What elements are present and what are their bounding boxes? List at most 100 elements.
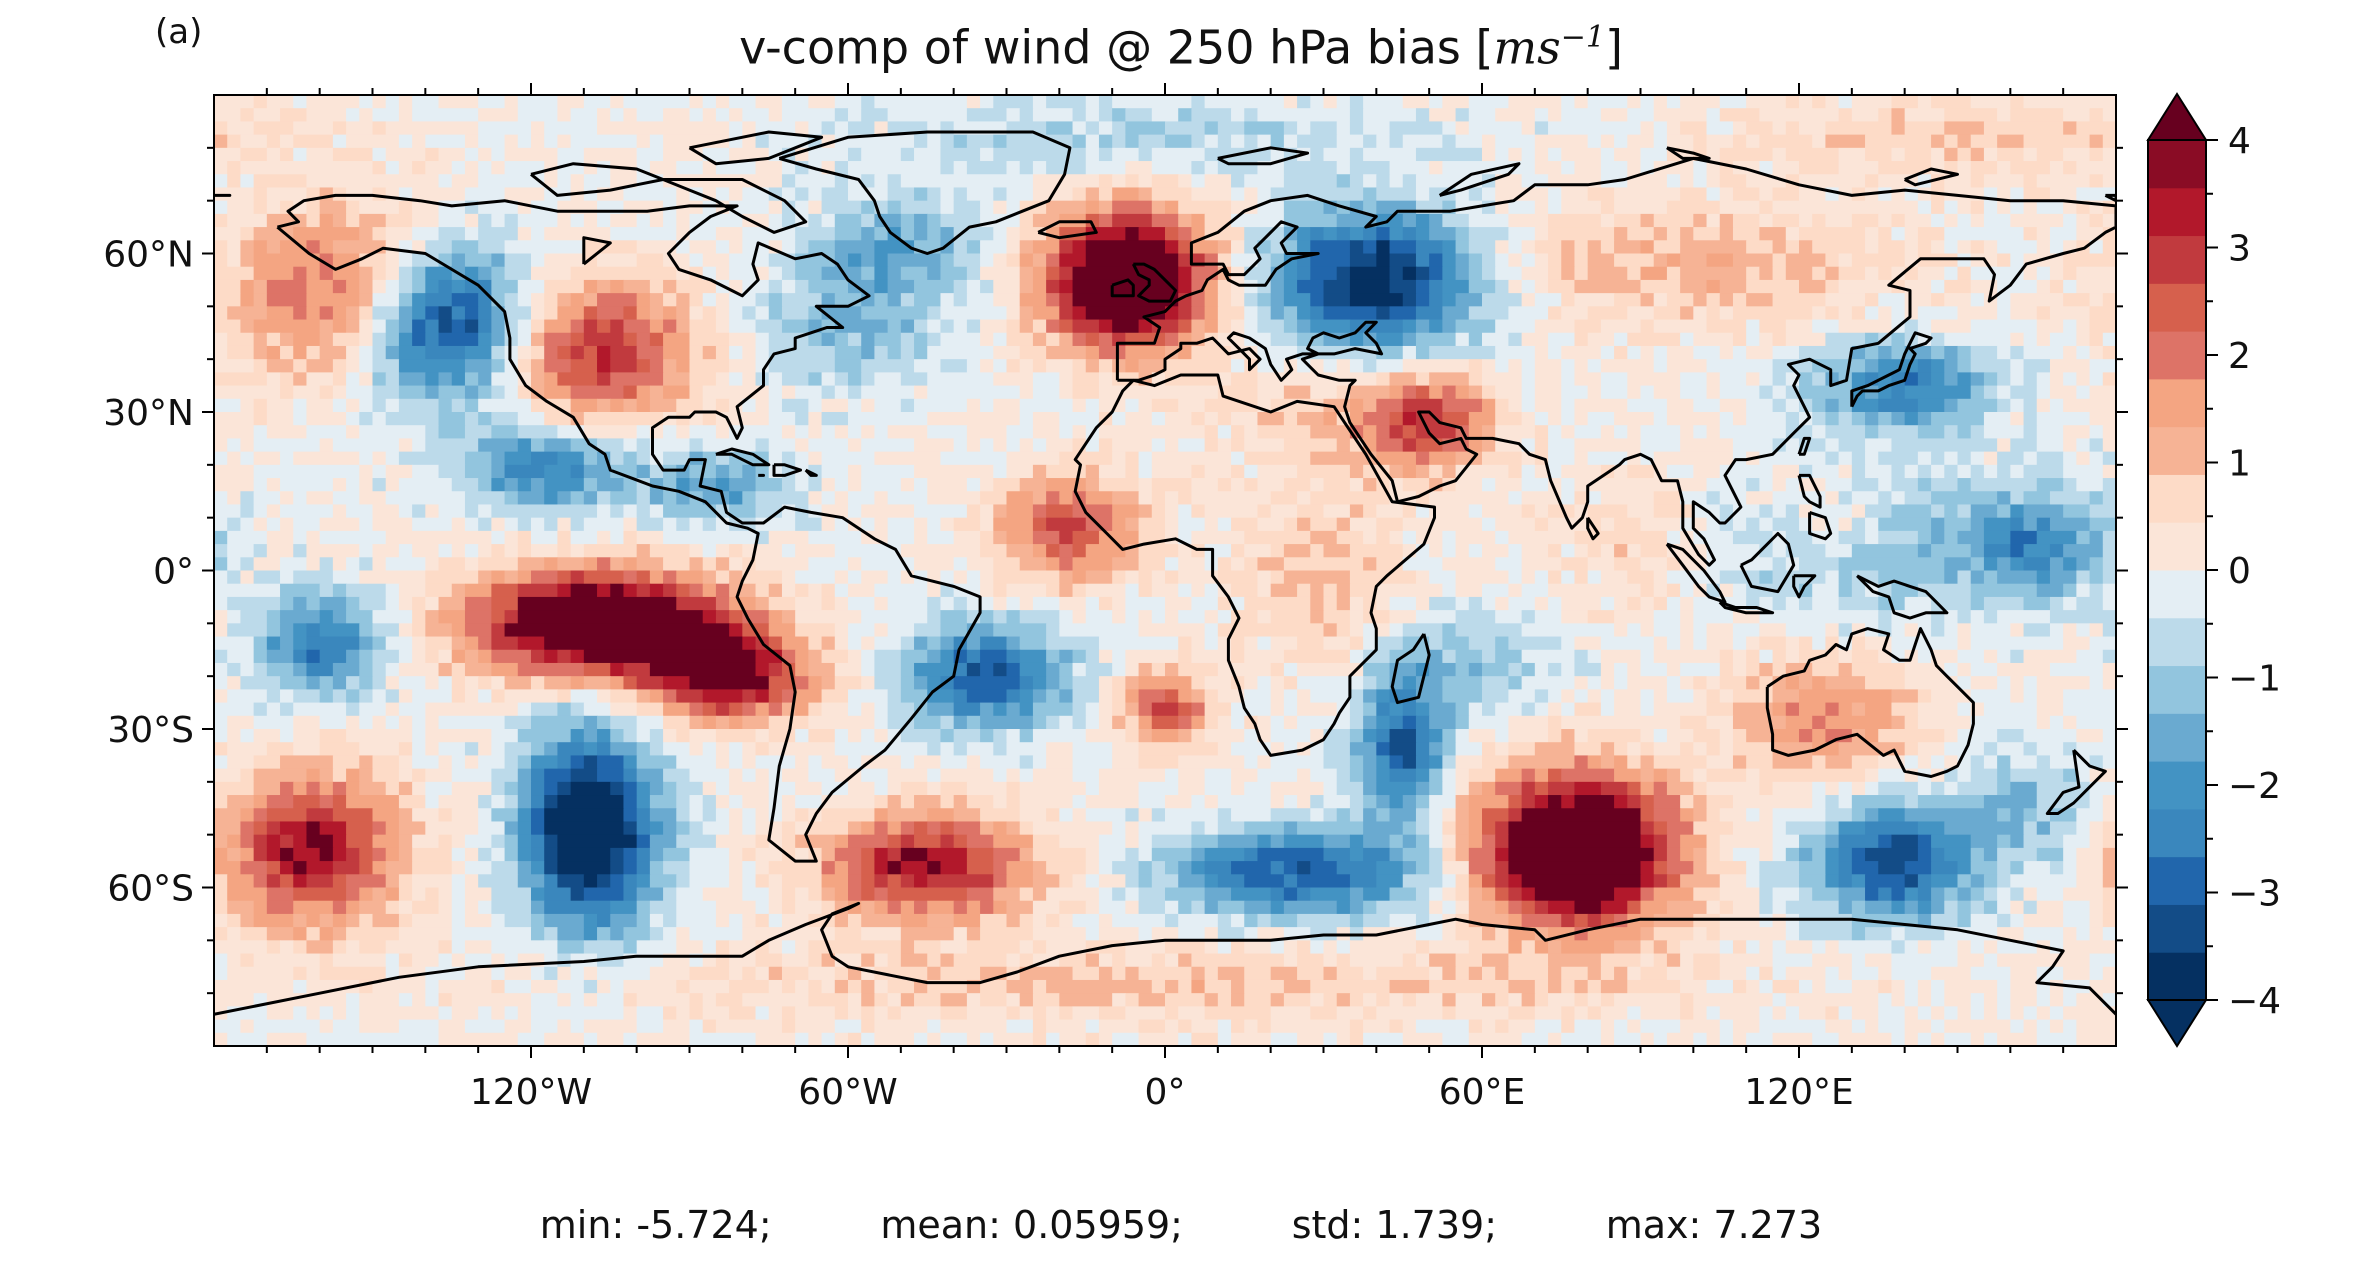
field-cell xyxy=(1719,147,1774,162)
field-cell xyxy=(1006,332,1034,347)
field-cell xyxy=(927,478,968,492)
field-cell xyxy=(1746,861,1760,875)
field-cell xyxy=(1917,253,1959,268)
field-cell xyxy=(1666,557,1681,572)
field-cell xyxy=(1812,134,1827,149)
field-cell xyxy=(1098,781,1140,796)
field-cell xyxy=(1587,385,1602,400)
field-cell xyxy=(1231,319,1245,334)
field-cell xyxy=(610,847,625,862)
field-cell xyxy=(1098,187,1113,202)
field-cell xyxy=(1429,253,1443,268)
field-cell xyxy=(808,636,823,651)
field-cell xyxy=(1891,108,1906,123)
field-cell xyxy=(1112,861,1140,875)
field-cell xyxy=(1006,636,1021,651)
field-cell xyxy=(1349,253,1377,268)
field-cell xyxy=(1746,808,1760,823)
field-cell xyxy=(914,213,928,228)
field-cell xyxy=(425,821,479,836)
field-cell xyxy=(1534,662,1549,677)
field-cell xyxy=(953,808,981,823)
field-cell xyxy=(214,504,242,519)
field-cell xyxy=(214,293,242,307)
field-cell xyxy=(1825,121,1893,136)
field-cell xyxy=(1997,834,2011,849)
field-cell xyxy=(1046,95,1087,109)
field-cell xyxy=(1349,847,1364,862)
field-cell xyxy=(597,359,611,373)
field-cell xyxy=(1349,266,1391,281)
field-cell xyxy=(1191,504,1206,519)
field-cell xyxy=(332,795,347,809)
field-cell xyxy=(544,412,572,426)
field-cell xyxy=(940,755,968,770)
field-cell xyxy=(1098,213,1113,228)
field-cell xyxy=(504,821,519,836)
field-cell xyxy=(1032,874,1060,889)
field-cell xyxy=(1997,398,2011,413)
field-cell xyxy=(346,372,360,387)
field-cell xyxy=(610,689,638,704)
field-cell xyxy=(1785,676,1800,690)
field-cell xyxy=(227,610,242,624)
field-cell xyxy=(1600,596,1615,611)
field-cell xyxy=(478,147,492,162)
field-cell xyxy=(1085,95,1100,109)
field-cell xyxy=(1614,240,1642,255)
field-cell xyxy=(689,438,704,453)
field-cell xyxy=(504,755,519,770)
field-cell xyxy=(583,649,757,664)
field-cell xyxy=(1970,213,1985,228)
field-cell xyxy=(1983,451,1998,466)
field-cell xyxy=(306,425,347,440)
field-cell xyxy=(293,332,321,347)
field-cell xyxy=(1006,359,1021,373)
field-cell xyxy=(306,372,334,387)
field-cell xyxy=(1363,121,1391,136)
field-cell xyxy=(1666,861,1694,875)
field-cell xyxy=(1125,715,1140,730)
field-cell xyxy=(821,517,836,532)
field-cell xyxy=(478,544,492,558)
field-cell xyxy=(1178,610,1206,624)
field-cell xyxy=(266,861,281,875)
field-cell xyxy=(1600,544,1615,558)
field-cell xyxy=(1561,570,1576,585)
field-cell xyxy=(887,847,902,862)
field-cell xyxy=(689,583,704,598)
field-cell xyxy=(1772,187,1800,202)
field-cell xyxy=(1257,517,1285,532)
field-cell xyxy=(1455,293,1483,307)
field-cell xyxy=(768,412,796,426)
field-cell xyxy=(980,266,1021,281)
field-cell xyxy=(1046,491,1060,506)
field-cell xyxy=(715,755,730,770)
field-cell xyxy=(1627,755,1642,770)
field-cell xyxy=(1917,795,1985,809)
field-cell xyxy=(742,121,757,136)
field-cell xyxy=(1772,649,1787,664)
field-cell xyxy=(1653,412,1668,426)
field-cell xyxy=(715,795,730,809)
field-cell xyxy=(2102,240,2116,255)
field-cell xyxy=(491,742,506,757)
field-cell xyxy=(649,293,664,307)
field-cell xyxy=(1204,768,1232,783)
field-cell xyxy=(1032,108,1074,123)
field-cell xyxy=(1336,438,1351,453)
field-cell xyxy=(1851,213,1879,228)
field-cell xyxy=(412,610,426,624)
field-cell xyxy=(1244,319,1259,334)
field-cell xyxy=(663,557,691,572)
field-cell xyxy=(438,95,479,109)
field-cell xyxy=(821,874,849,889)
field-cell xyxy=(1151,147,1206,162)
field-cell xyxy=(610,874,625,889)
field-cell xyxy=(1178,861,1193,875)
field-cell xyxy=(1970,768,1998,783)
field-cell xyxy=(1970,200,1985,215)
field-cell xyxy=(253,240,268,255)
field-cell xyxy=(1323,755,1351,770)
field-cell xyxy=(702,795,717,809)
